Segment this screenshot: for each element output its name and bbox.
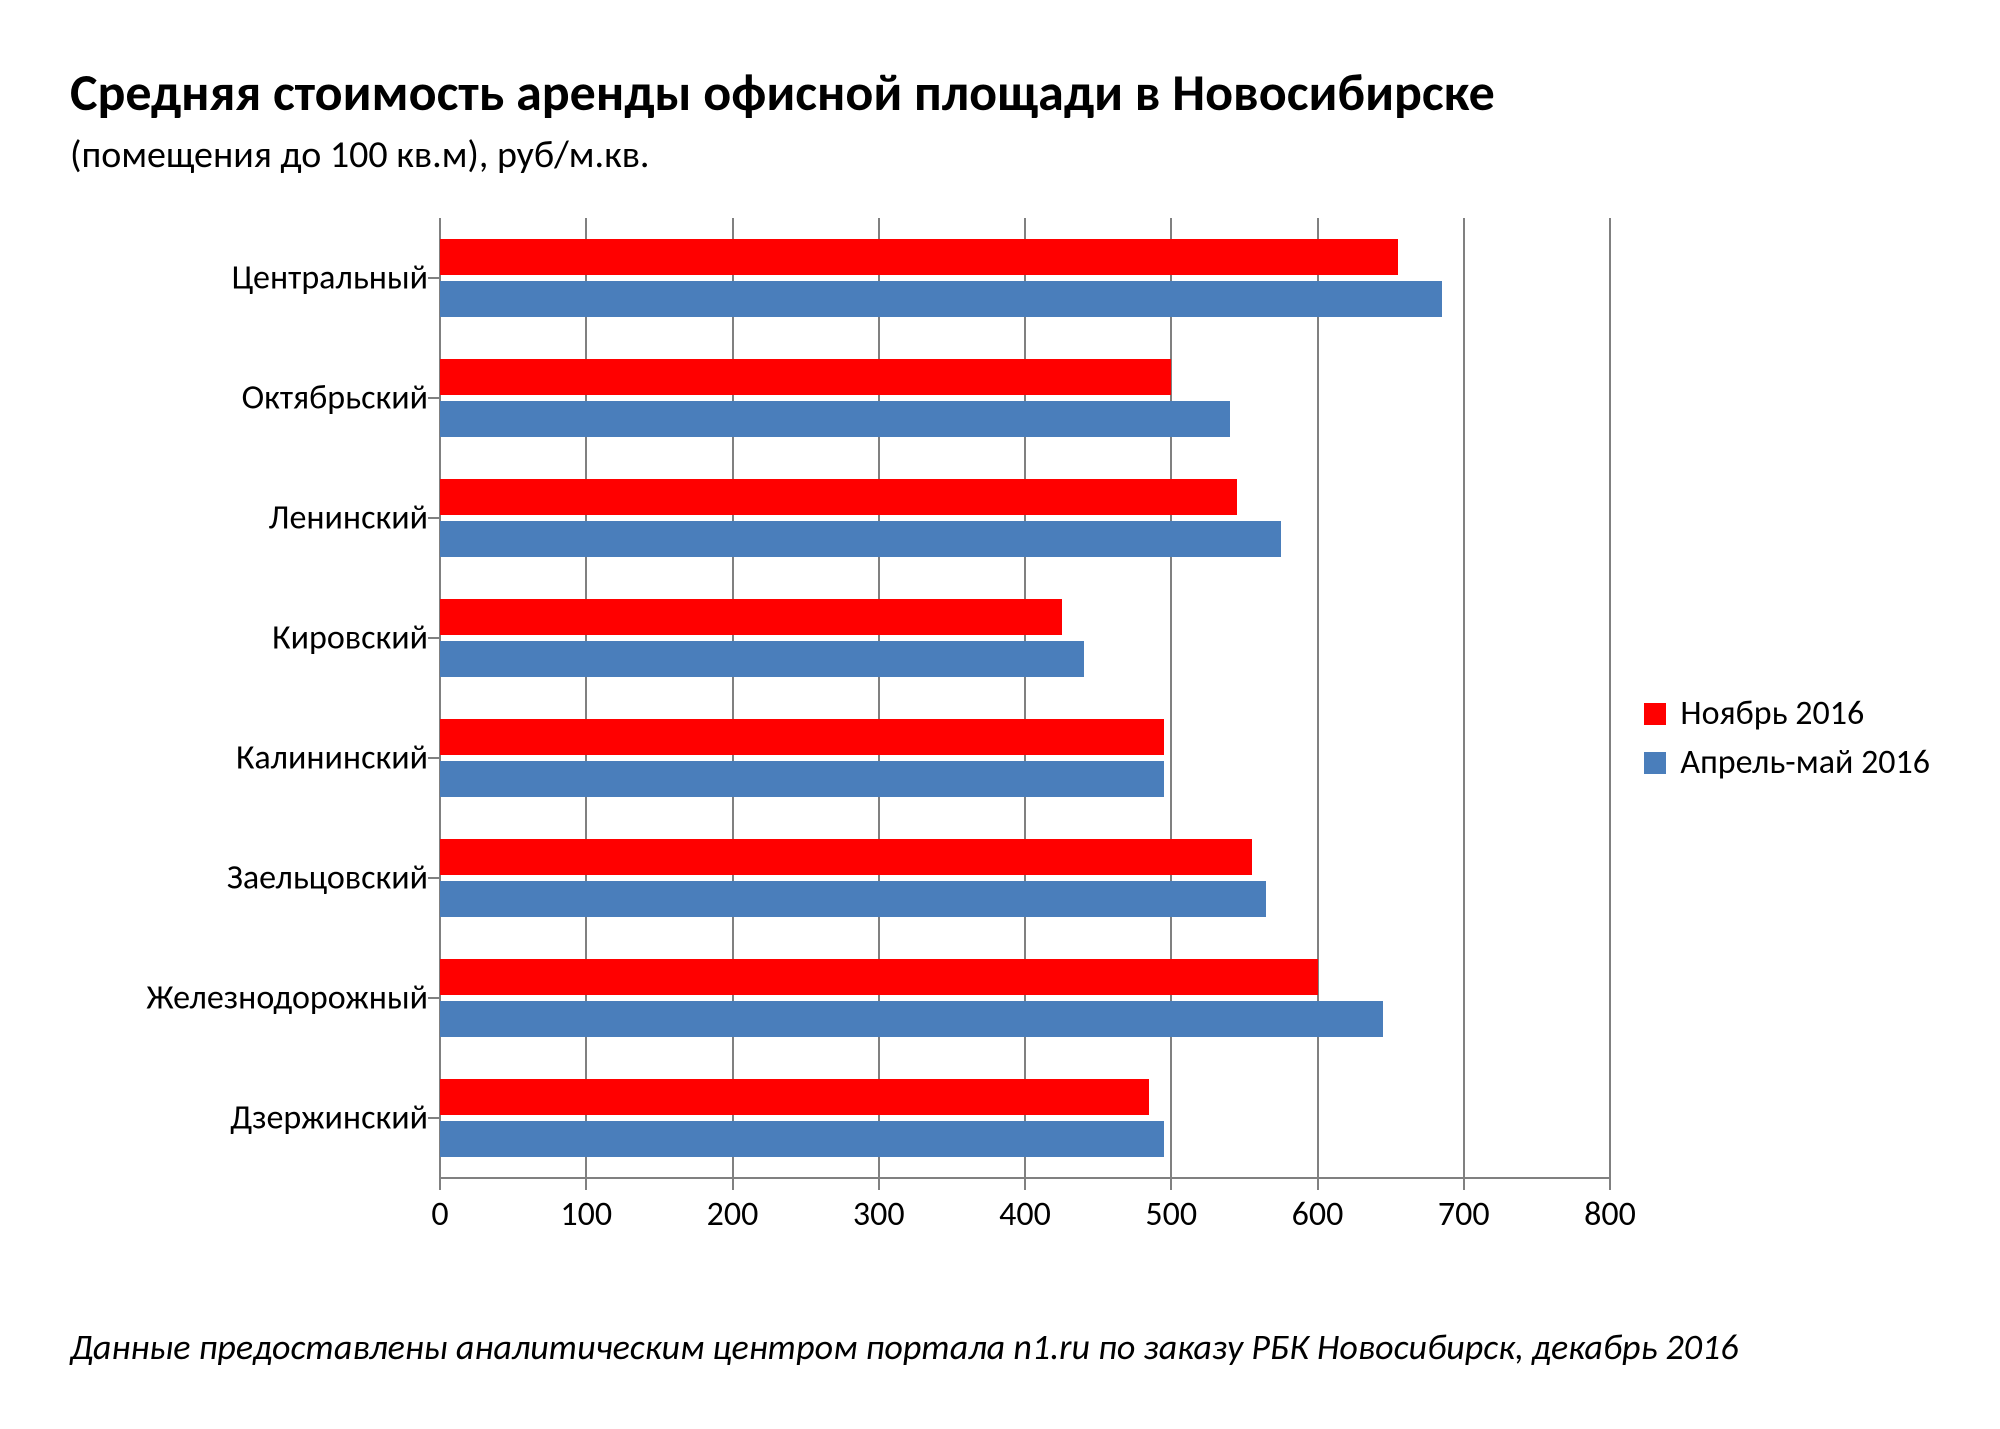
gridline — [1463, 218, 1465, 1178]
bar — [440, 281, 1442, 317]
bar — [440, 521, 1281, 557]
tick-mark — [428, 397, 440, 399]
bar — [440, 1079, 1149, 1115]
tick-mark — [428, 997, 440, 999]
x-tick-label: 700 — [1438, 1194, 1490, 1235]
chart-title: Средняя стоимость аренды офисной площади… — [70, 60, 1930, 124]
legend: Ноябрь 2016 Апрель-май 2016 — [1644, 685, 1930, 791]
x-tick-label: 400 — [999, 1194, 1051, 1235]
chart-footer: Данные предоставлены аналитическим центр… — [70, 1325, 1738, 1369]
y-tick-label: Дзержинский — [230, 1098, 428, 1139]
y-tick-label: Калининский — [236, 738, 428, 779]
bar — [440, 599, 1062, 635]
tick-mark — [1609, 1178, 1611, 1190]
plot-area — [440, 218, 1610, 1178]
tick-mark — [1024, 1178, 1026, 1190]
x-axis: 0100200300400500600700800 — [440, 1178, 1610, 1238]
bar — [440, 1121, 1164, 1157]
gridline — [1609, 218, 1611, 1178]
chart-container: Центральный Октябрьский Ленинский Кировский… — [70, 218, 1930, 1258]
legend-item: Ноябрь 2016 — [1644, 693, 1930, 734]
page: Средняя стоимость аренды офисной площади… — [0, 0, 2000, 1429]
bar — [440, 1001, 1383, 1037]
tick-mark — [1317, 1178, 1319, 1190]
bar — [440, 479, 1237, 515]
legend-swatch-icon — [1644, 752, 1666, 774]
x-tick-label: 0 — [431, 1194, 448, 1235]
chart-area: Центральный Октябрьский Ленинский Кировский… — [70, 218, 1604, 1258]
tick-mark — [1463, 1178, 1465, 1190]
y-tick-label: Ленинский — [269, 498, 428, 539]
y-tick-label: Железнодорожный — [146, 978, 428, 1019]
x-tick-label: 300 — [853, 1194, 905, 1235]
bar — [440, 401, 1230, 437]
y-tick-label: Центральный — [232, 258, 428, 299]
y-tick-label: Кировский — [272, 618, 428, 659]
bar — [440, 641, 1084, 677]
x-tick-label: 200 — [707, 1194, 759, 1235]
x-tick-label: 600 — [1292, 1194, 1344, 1235]
tick-mark — [585, 1178, 587, 1190]
bar — [440, 761, 1164, 797]
x-tick-label: 100 — [560, 1194, 612, 1235]
chart-subtitle: (помещения до 100 кв.м), руб/м.кв. — [70, 132, 1930, 178]
legend-item: Апрель-май 2016 — [1644, 742, 1930, 783]
y-axis-labels: Центральный Октябрьский Ленинский Кировский… — [70, 218, 440, 1178]
bar — [440, 881, 1266, 917]
tick-mark — [878, 1178, 880, 1190]
legend-label: Апрель-май 2016 — [1680, 742, 1930, 783]
tick-mark — [1170, 1178, 1172, 1190]
bar — [440, 359, 1171, 395]
bar — [440, 719, 1164, 755]
tick-mark — [428, 757, 440, 759]
x-tick-label: 800 — [1584, 1194, 1636, 1235]
bar — [440, 959, 1318, 995]
y-tick-label: Заельцовский — [227, 858, 428, 899]
tick-mark — [428, 877, 440, 879]
bar — [440, 239, 1398, 275]
legend-label: Ноябрь 2016 — [1680, 693, 1864, 734]
bar — [440, 839, 1252, 875]
tick-mark — [428, 637, 440, 639]
tick-mark — [428, 277, 440, 279]
tick-mark — [732, 1178, 734, 1190]
tick-mark — [439, 1178, 441, 1190]
y-tick-label: Октябрьский — [242, 378, 428, 419]
legend-swatch-icon — [1644, 703, 1666, 725]
tick-mark — [428, 517, 440, 519]
tick-mark — [428, 1117, 440, 1119]
x-tick-label: 500 — [1145, 1194, 1197, 1235]
